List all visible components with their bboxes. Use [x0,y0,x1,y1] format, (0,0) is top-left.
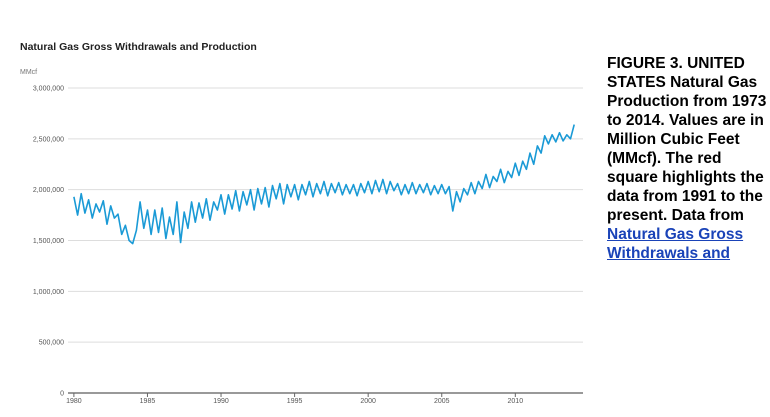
y-axis-unit-label: MMcf [20,69,37,76]
x-tick-label: 1995 [287,398,303,405]
y-tick-label: 1,000,000 [33,289,64,296]
x-tick-label: 2005 [434,398,450,405]
figure-caption: FIGURE 3. UNITED STATES Natural Gas Prod… [607,54,767,417]
chart-panel: Natural Gas Gross Withdrawals and Produc… [20,41,583,405]
y-tick-label: 500,000 [39,340,64,347]
gridlines [68,87,583,394]
y-tick-label: 3,000,000 [33,86,64,93]
x-tick-label: 2000 [360,398,376,405]
data-source-link[interactable]: Natural Gas Gross Withdrawals and [607,226,744,262]
chart-title: Natural Gas Gross Withdrawals and Produc… [20,41,257,53]
x-axis-ticks: 1980 1985 1990 1995 2000 2005 2010 [66,393,523,405]
series-line [73,124,575,245]
x-tick-label: 2010 [508,398,524,405]
caption-text: FIGURE 3. UNITED STATES Natural Gas Prod… [607,55,767,224]
series-layer [73,124,575,245]
y-tick-label: 1,500,000 [33,238,64,245]
y-tick-label: 2,500,000 [33,136,64,143]
y-tick-label: 2,000,000 [33,187,64,194]
y-axis-tick-labels: 0 500,000 1,000,000 1,500,000 2,000,000 2,500… [33,86,64,398]
y-tick-label: 0 [60,391,64,398]
x-tick-label: 1985 [140,398,156,405]
line-chart: Natural Gas Gross Withdrawals and Produc… [20,41,583,405]
x-tick-label: 1980 [66,398,82,405]
x-tick-label: 1990 [213,398,229,405]
